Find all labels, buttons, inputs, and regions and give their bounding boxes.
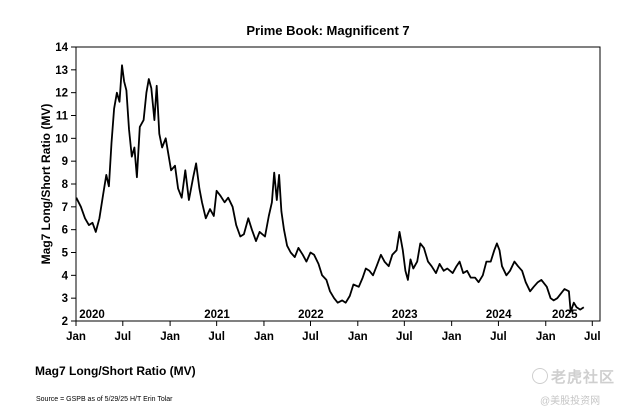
y-tick-label: 14	[55, 42, 68, 54]
y-tick-label: 4	[62, 270, 69, 282]
y-tick-label: 13	[55, 65, 68, 77]
chart-title: Prime Book: Magnificent 7	[246, 23, 409, 38]
plot-frame	[75, 46, 601, 322]
y-axis-label: Mag7 Long/Short Ratio (MV)	[39, 104, 53, 265]
x-tick-label: Jan	[66, 331, 86, 343]
x-tick-label: Jul	[208, 331, 225, 343]
x-tick-label: Jan	[254, 331, 274, 343]
y-tick-label: 3	[62, 293, 68, 305]
x-tick-label: Jan	[536, 331, 556, 343]
year-label: 2021	[204, 309, 230, 321]
watermark-brand-text: 老虎社区	[551, 369, 616, 386]
year-labels: 2020 2021 2022 2023 2024 2025	[79, 309, 578, 321]
year-label: 2022	[298, 309, 324, 321]
x-tick-label: Jul	[584, 331, 601, 343]
x-tick-label: Jan	[160, 331, 180, 343]
y-tick-label: 8	[62, 179, 69, 191]
year-label: 2025	[552, 309, 578, 321]
tiger-logo-icon	[532, 368, 548, 384]
x-tick-label: Jul	[490, 331, 507, 343]
y-tick-label: 6	[62, 225, 68, 237]
y-tick-label: 10	[55, 133, 68, 145]
x-tick-label: Jul	[302, 331, 319, 343]
source-note: Source = GSPB as of 5/29/25 H/T Erin Tol…	[36, 396, 173, 403]
y-tick-label: 12	[55, 88, 68, 100]
year-label: 2020	[79, 309, 105, 321]
y-tick-label: 7	[62, 202, 68, 214]
year-label: 2024	[486, 309, 512, 321]
x-axis: Jan Jul Jan Jul Jan Jul Jan Jul Jan Jul Jan Jul	[66, 321, 601, 343]
x-tick-label: Jul	[114, 331, 131, 343]
watermark-brand: 老虎社区	[532, 366, 615, 387]
x-tick-label: Jan	[348, 331, 368, 343]
y-tick-label: 5	[62, 248, 69, 260]
watermark-handle: @美股投资网	[540, 396, 601, 407]
year-label: 2023	[392, 309, 418, 321]
x-tick-label: Jan	[442, 331, 462, 343]
y-tick-label: 11	[56, 111, 69, 123]
x-tick-label: Jul	[396, 331, 413, 343]
series-line	[75, 64, 585, 313]
y-tick-label: 9	[62, 156, 68, 168]
chart-caption: Mag7 Long/Short Ratio (MV)	[35, 364, 196, 378]
y-axis: 2 3 4 5 6 7 8 9 10 11 12 13 14	[55, 42, 76, 328]
y-tick-label: 2	[62, 316, 68, 328]
